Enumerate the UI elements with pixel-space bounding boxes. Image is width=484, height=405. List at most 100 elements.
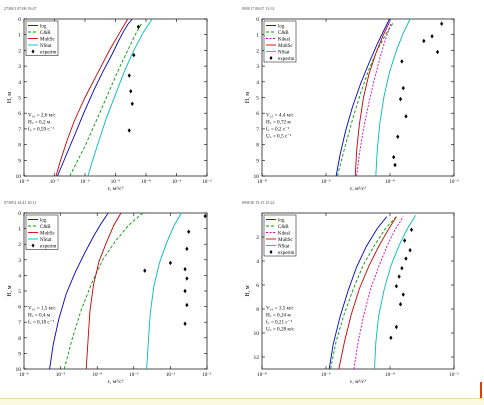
x-tick-label: 10⁻² xyxy=(202,179,212,185)
chart-header: 09/8/17 00:07 13:31 xyxy=(242,6,274,11)
experim-point xyxy=(409,227,414,232)
x-tick-label: 10⁻⁸ xyxy=(257,179,267,185)
legend-marker xyxy=(31,243,35,248)
legend-entry: C&B xyxy=(40,31,51,36)
experim-point xyxy=(400,266,404,271)
x-tick-label: 10⁻⁴ xyxy=(93,372,103,378)
x-tick-label: 10⁻² xyxy=(449,179,459,185)
legend-marker xyxy=(269,250,273,254)
x-axis-label: ε, м²/с³ xyxy=(350,379,366,385)
x-tick-label: 10⁻⁸ xyxy=(257,372,267,378)
series-line-multsc xyxy=(338,216,397,370)
chart-panel-3: 07/09/2 14:41 10:11 10⁻⁶ 10⁻⁵ 10⁻⁴ 10⁻³ 10⁻² 1… xyxy=(4,200,212,385)
legend-entry: C&B xyxy=(278,225,289,230)
x-tick-label: 10⁻⁵ xyxy=(56,372,66,378)
y-tick-label: 2 xyxy=(256,235,259,241)
experim-point xyxy=(397,274,401,279)
x-axis-label: ε, м²/с³ xyxy=(350,186,366,192)
param-annotation: f꜀ = 0,21 с⁻¹ xyxy=(266,319,292,326)
y-tick-label: 8 xyxy=(18,143,21,149)
y-tick-label: 2 xyxy=(18,48,21,54)
y-tick-label: 4 xyxy=(18,80,21,86)
y-tick-label: 4 xyxy=(256,259,259,265)
y-tick-label: 3 xyxy=(256,64,259,70)
legend-entry: NStat xyxy=(40,238,52,243)
series-line-nstat xyxy=(146,212,182,370)
param-annotation: H꜀ = 0,72 м xyxy=(266,119,291,125)
series-line-nstat xyxy=(375,18,411,177)
x-tick-label: 10⁻⁶ xyxy=(321,179,331,185)
experim-point xyxy=(440,21,444,26)
experim-point xyxy=(401,292,405,297)
y-tick-label: 6 xyxy=(18,111,21,117)
series-line-log xyxy=(335,18,390,177)
param-annotation: H꜀ = 0,24 м xyxy=(266,313,291,319)
experim-point xyxy=(168,260,172,266)
y-axis-label: H, м xyxy=(7,285,13,296)
y-tick-label: 10 xyxy=(16,367,22,373)
x-axis-label: ε, м²/с³ xyxy=(108,379,124,385)
y-tick-label: 2 xyxy=(18,242,21,248)
x-tick-label: 10⁻² xyxy=(166,372,176,378)
series-line-log xyxy=(328,216,388,370)
y-tick-label: 0 xyxy=(18,17,21,23)
param-annotation: H꜀ = 0,4 м xyxy=(28,313,51,319)
series-line-c_and_b xyxy=(330,216,397,370)
chart-header: 07/09/2 14:41 10:11 xyxy=(4,200,36,205)
series-line-multsc xyxy=(85,212,122,370)
y-tick-label: 7 xyxy=(18,127,21,133)
y-axis-label: H, м xyxy=(245,92,251,103)
series-line-c_and_b xyxy=(63,212,144,370)
experim-point xyxy=(185,302,189,308)
x-tick-label: 10⁻² xyxy=(449,372,459,378)
y-tick-label: 6 xyxy=(256,283,259,289)
y-tick-label: 2 xyxy=(256,48,259,54)
series-line-multsc xyxy=(55,18,129,177)
experim-point xyxy=(408,248,412,253)
y-tick-label: 1 xyxy=(256,33,259,39)
x-tick-label: 10⁻¹ xyxy=(202,372,212,378)
x-tick-label: 10⁻⁶ xyxy=(80,179,90,185)
legend-entry: log xyxy=(278,24,285,29)
y-tick-label: 9 xyxy=(18,158,21,164)
legend-box xyxy=(263,20,297,63)
legend-entry: C&B xyxy=(40,225,51,230)
y-axis-label: H, м xyxy=(7,92,13,103)
legend-entry: C&B xyxy=(278,31,289,36)
legend-entry: NStat xyxy=(40,44,52,49)
experim-point xyxy=(398,96,403,102)
chart-panel-4: 09/8/20 15:15 15:22 10⁻⁸ 10⁻⁶ 10⁻⁴ 10⁻² 2 4 6 8 1… xyxy=(242,200,459,385)
legend-entry: NStat xyxy=(278,50,290,55)
experim-point xyxy=(430,34,434,39)
x-tick-label: 10⁻³ xyxy=(129,372,139,378)
experim-point xyxy=(127,73,131,78)
y-tick-label: 3 xyxy=(18,64,21,70)
experim-point xyxy=(435,49,440,55)
y-tick-label: 7 xyxy=(18,320,21,326)
experim-point xyxy=(392,154,396,160)
y-tick-label: 5 xyxy=(256,96,259,102)
experim-point xyxy=(394,324,398,330)
legend-entry: log xyxy=(40,218,47,223)
x-tick-label: 10⁻⁴ xyxy=(385,372,395,378)
param-annotation: V₁₀ = 2,6 м/с xyxy=(28,112,56,118)
series-line-multsc xyxy=(354,21,390,177)
legend-marker xyxy=(269,56,273,60)
legend-entry: MultSc xyxy=(278,44,294,49)
experim-point xyxy=(403,238,407,243)
y-tick-label: 0 xyxy=(256,17,259,23)
experim-point xyxy=(404,114,408,119)
y-tick-label: 8 xyxy=(256,143,259,149)
x-axis-label: ε, м²/с³ xyxy=(108,186,124,192)
legend-entry: Kdeal xyxy=(278,231,291,236)
experim-point xyxy=(132,52,136,58)
experim-point xyxy=(422,38,426,44)
chart-header: 27/08/1 07:08 19:47 xyxy=(4,6,36,11)
y-tick-label: 5 xyxy=(18,289,21,295)
experim-point xyxy=(127,128,131,133)
y-tick-label: 1 xyxy=(18,227,21,233)
y-tick-label: 1 xyxy=(18,33,21,39)
legend-entry: experim xyxy=(278,57,294,62)
y-tick-label: 12 xyxy=(254,355,260,361)
